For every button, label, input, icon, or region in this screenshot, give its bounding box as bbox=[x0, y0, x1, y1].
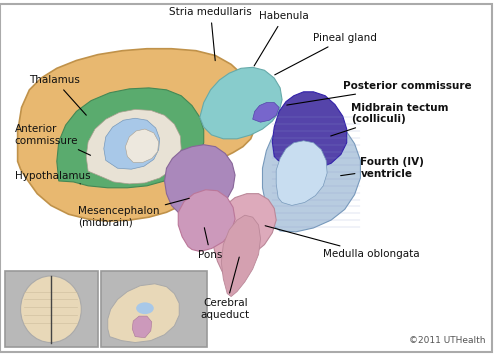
FancyBboxPatch shape bbox=[101, 271, 206, 347]
Text: Mesencephalon
(midbrain): Mesencephalon (midbrain) bbox=[78, 198, 189, 228]
Polygon shape bbox=[108, 284, 179, 342]
Polygon shape bbox=[252, 103, 279, 122]
Text: Anterior
commissure: Anterior commissure bbox=[15, 124, 90, 155]
Polygon shape bbox=[213, 194, 276, 274]
Text: Thalamus: Thalamus bbox=[30, 75, 86, 115]
Text: Midbrain tectum
(colliculi): Midbrain tectum (colliculi) bbox=[330, 103, 447, 136]
Polygon shape bbox=[276, 141, 327, 205]
FancyBboxPatch shape bbox=[5, 271, 98, 347]
Polygon shape bbox=[199, 67, 282, 139]
Text: Hypothalamus: Hypothalamus bbox=[15, 171, 90, 184]
Polygon shape bbox=[221, 215, 260, 297]
Text: Posterior commissure: Posterior commissure bbox=[286, 81, 470, 105]
Polygon shape bbox=[125, 129, 158, 162]
Polygon shape bbox=[132, 316, 151, 337]
Polygon shape bbox=[164, 145, 234, 216]
Text: Pons: Pons bbox=[198, 228, 222, 260]
Polygon shape bbox=[262, 113, 360, 232]
Text: Habenula: Habenula bbox=[254, 11, 308, 66]
Polygon shape bbox=[272, 92, 346, 170]
Polygon shape bbox=[18, 49, 256, 221]
Text: Pineal gland: Pineal gland bbox=[274, 33, 377, 75]
Text: Medulla oblongata: Medulla oblongata bbox=[265, 226, 419, 260]
Polygon shape bbox=[178, 190, 234, 251]
Polygon shape bbox=[57, 88, 203, 188]
Text: Fourth (IV)
ventricle: Fourth (IV) ventricle bbox=[340, 157, 423, 179]
Ellipse shape bbox=[21, 276, 81, 342]
Polygon shape bbox=[86, 109, 181, 184]
Polygon shape bbox=[104, 118, 159, 169]
Ellipse shape bbox=[136, 302, 153, 314]
Text: Stria medullaris: Stria medullaris bbox=[169, 7, 252, 61]
Text: ©2011 UTHealth: ©2011 UTHealth bbox=[408, 335, 485, 345]
Text: Cerebral
aqueduct: Cerebral aqueduct bbox=[200, 257, 249, 320]
